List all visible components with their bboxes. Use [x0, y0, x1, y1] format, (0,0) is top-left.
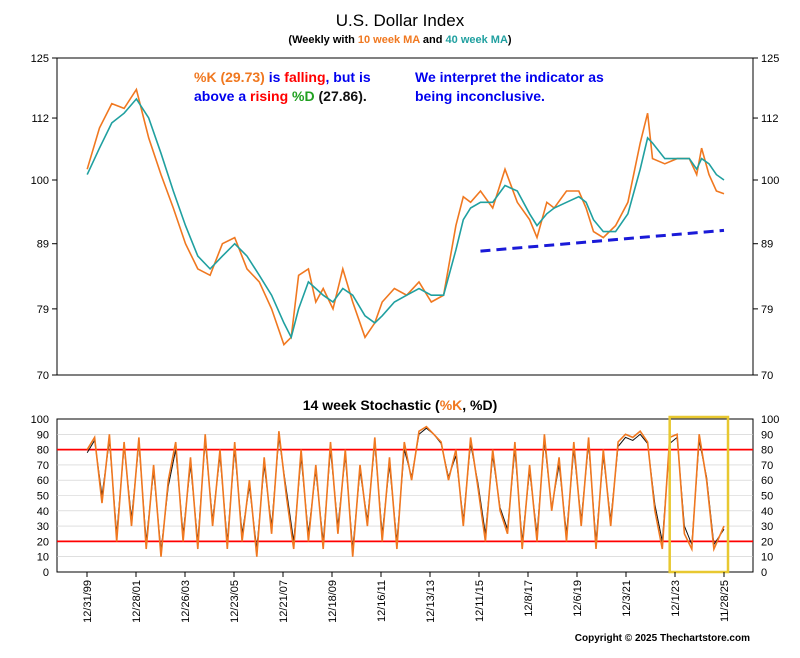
stochastic-ytick-label-right: 100: [761, 414, 779, 426]
stochastic-axis: 0 0 10 10 20 20 30 30 40 40 50 50 60 60 70 70 80 80 90 90 10…: [31, 414, 780, 579]
stochastic-series-line: [86, 425, 725, 557]
stochastic-series: [86, 415, 730, 574]
x-tick-label: 12/11/15: [474, 580, 486, 622]
stochastic-title: 14 week Stochastic (%K, %D): [303, 397, 498, 413]
support-trendline: [480, 228, 725, 253]
stochastic-ytick-label-left: 30: [37, 521, 49, 533]
stochastic-ytick-label-right: 0: [761, 567, 767, 579]
stochastic-ytick-label-right: 20: [761, 536, 773, 548]
stochastic-ytick-label-right: 30: [761, 521, 773, 533]
stochastic-ytick-label-right: 90: [761, 429, 773, 441]
x-axis: 12/31/99 12/28/01 12/26/03 12/23/05 12/21/07…: [82, 572, 731, 623]
stochastic-ytick-label-right: 10: [761, 552, 773, 564]
x-tick-label: 12/16/11: [376, 580, 388, 622]
stochastic-ytick-label-left: 90: [37, 429, 49, 441]
stochastic-ytick-label-left: 20: [37, 536, 49, 548]
x-tick-label: 12/8/17: [523, 580, 535, 617]
x-tick-label: 12/31/99: [82, 580, 94, 623]
x-tick-label: 12/3/21: [621, 580, 633, 617]
price-ytick-label-right: 89: [761, 239, 773, 251]
annotation-k-falling: %K (29.73) is falling, but is: [194, 69, 371, 85]
price-ytick-label-left: 112: [31, 113, 49, 125]
annotation-above-rising-d: above a rising %D (27.86).: [194, 88, 367, 104]
price-ytick-label-left: 100: [31, 175, 49, 187]
stochastic-ytick-label-left: 50: [37, 491, 49, 503]
x-tick-label: 12/21/07: [278, 580, 290, 623]
annotation-interpretation-line1: We interpret the indicator as: [415, 69, 604, 85]
x-tick-label: 12/28/01: [131, 580, 143, 623]
price-ytick-label-right: 70: [761, 370, 773, 382]
price-ytick-label-left: 70: [37, 370, 49, 382]
highlight-box: [668, 415, 730, 574]
price-ytick-label-left: 89: [37, 239, 49, 251]
stochastic-ytick-label-left: 80: [37, 445, 49, 457]
x-tick-label: 12/23/05: [229, 580, 241, 623]
annotation-interpretation-line2: being inconclusive.: [415, 88, 545, 104]
price-ytick-label-left: 125: [31, 53, 49, 65]
price-ytick-label-right: 125: [761, 53, 779, 65]
x-tick-label: 12/13/13: [425, 580, 437, 623]
price-axis: 70 70 79 79 89 89 100 100 112 112 125 125: [31, 53, 780, 382]
copyright-text: Copyright © 2025 Thechartstore.com: [575, 633, 750, 644]
chart-title: U.S. Dollar Index: [336, 11, 465, 30]
stochastic-ytick-label-left: 60: [37, 475, 49, 487]
price-ytick-label-right: 112: [761, 113, 779, 125]
x-tick-label: 12/26/03: [180, 580, 192, 623]
stochastic-ytick-label-left: 100: [31, 414, 49, 426]
price-ytick-label-right: 100: [761, 175, 779, 187]
stochastic-ytick-label-right: 70: [761, 460, 773, 472]
price-series-line: [86, 97, 725, 340]
stochastic-ytick-label-right: 40: [761, 506, 773, 518]
price-series: [86, 87, 725, 347]
price-ytick-label-right: 79: [761, 304, 773, 316]
stochastic-ytick-label-right: 50: [761, 491, 773, 503]
x-tick-label: 12/1/23: [670, 580, 682, 617]
x-tick-label: 12/18/09: [327, 580, 339, 623]
stochastic-ytick-label-left: 40: [37, 506, 49, 518]
chart-subtitle: (Weekly with 10 week MA and 40 week MA): [288, 34, 512, 46]
stochastic-ytick-label-left: 70: [37, 460, 49, 472]
stochastic-ytick-label-left: 0: [43, 567, 49, 579]
stochastic-ytick-label-right: 60: [761, 475, 773, 487]
x-tick-label: 11/28/25: [719, 580, 731, 622]
stochastic-ytick-label-left: 10: [37, 552, 49, 564]
x-tick-label: 12/6/19: [572, 580, 584, 617]
stochastic-ytick-label-right: 80: [761, 445, 773, 457]
price-ytick-label-left: 79: [37, 304, 49, 316]
price-panel: [56, 57, 754, 376]
